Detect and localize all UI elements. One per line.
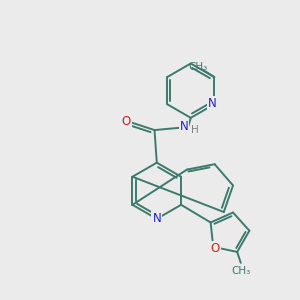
Text: O: O: [211, 242, 220, 255]
Text: N: N: [208, 97, 217, 110]
Text: N: N: [152, 212, 161, 225]
Text: CH₃: CH₃: [231, 266, 250, 276]
Text: H: H: [191, 125, 199, 135]
Text: N: N: [180, 120, 188, 133]
Text: CH₃: CH₃: [189, 62, 208, 72]
Text: O: O: [122, 115, 130, 128]
